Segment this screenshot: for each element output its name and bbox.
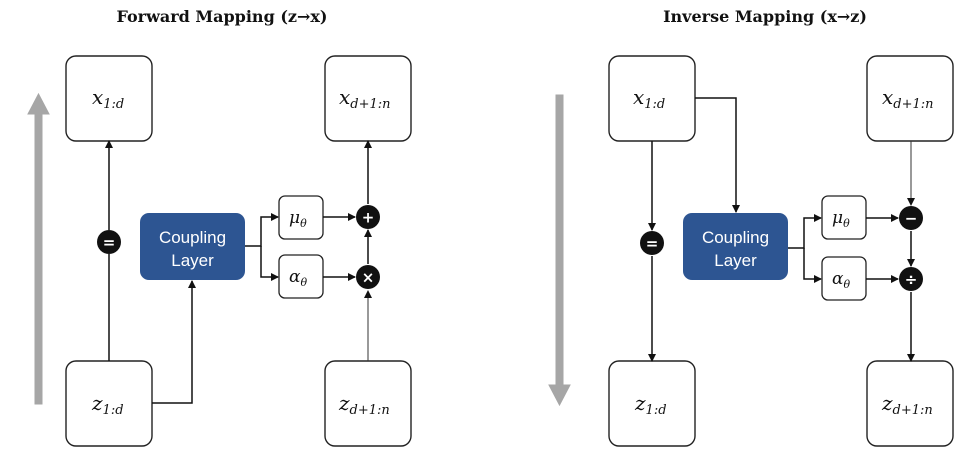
svg-text:Coupling: Coupling (159, 228, 226, 247)
forward-plus-op: + (356, 205, 380, 229)
inverse-x-d1n-label: xd+1:n (882, 85, 934, 112)
forward-times-op: × (356, 265, 380, 289)
inverse-z-1d-box: z1:d (608, 360, 696, 447)
svg-text:+: + (362, 209, 375, 227)
forward-x-d1n-box: xd+1:n (324, 55, 412, 142)
inverse-x-1d-box: x1:d (608, 55, 696, 142)
inverse-z-1d-label: z1:d (634, 391, 667, 418)
forward-z-d1n-box: zd+1:n (324, 360, 412, 447)
forward-z-1d-label: z1:d (91, 391, 124, 418)
forward-coupling-layer: Coupling Layer (140, 213, 245, 280)
forward-panel: Forward Mapping (z→x) x1:d xd+1:n z1:d (27, 7, 412, 447)
svg-text:Coupling: Coupling (702, 228, 769, 247)
inverse-z-d1n-label: zd+1:n (881, 391, 933, 418)
inverse-divide-op: ÷ (899, 267, 923, 291)
inverse-direction-down-arrow-icon (548, 94, 571, 407)
inverse-identity-op: = (640, 231, 664, 255)
forward-direction-up-arrow-icon (27, 92, 50, 405)
forward-alpha-box: αθ (278, 254, 324, 299)
inverse-minus-op: − (899, 206, 923, 230)
forward-x-d1n-label: xd+1:n (339, 85, 391, 112)
inverse-x-1d-label: x1:d (633, 85, 665, 112)
forward-x-1d-box: x1:d (65, 55, 153, 142)
forward-title: Forward Mapping (z→x) (116, 7, 327, 26)
svg-text:Layer: Layer (714, 251, 757, 270)
svg-text:μθ: μθ (289, 208, 307, 230)
inverse-z-d1n-box: zd+1:n (866, 360, 954, 447)
inverse-x-d1n-box: xd+1:n (866, 55, 954, 142)
inverse-coupling-layer: Coupling Layer (683, 213, 788, 280)
inverse-alpha-box: αθ (821, 256, 867, 301)
svg-text:αθ: αθ (832, 269, 850, 291)
svg-text:÷: ÷ (905, 271, 918, 289)
forward-z-d1n-label: zd+1:n (338, 391, 390, 418)
forward-x-1d-label: x1:d (92, 85, 124, 112)
inverse-title: Inverse Mapping (x→z) (663, 7, 867, 26)
inverse-mu-box: μθ (821, 195, 867, 240)
svg-text:×: × (362, 269, 375, 287)
svg-text:=: = (103, 234, 116, 252)
svg-text:−: − (905, 210, 918, 228)
inverse-panel: Inverse Mapping (x→z) x1:d xd+1:n z1:d (548, 7, 954, 447)
svg-text:=: = (646, 235, 659, 253)
svg-text:μθ: μθ (832, 208, 850, 230)
forward-z-1d-box: z1:d (65, 360, 153, 447)
svg-text:αθ: αθ (289, 267, 307, 289)
svg-text:Layer: Layer (171, 251, 214, 270)
forward-identity-op: = (97, 230, 121, 254)
forward-mu-box: μθ (278, 195, 324, 240)
